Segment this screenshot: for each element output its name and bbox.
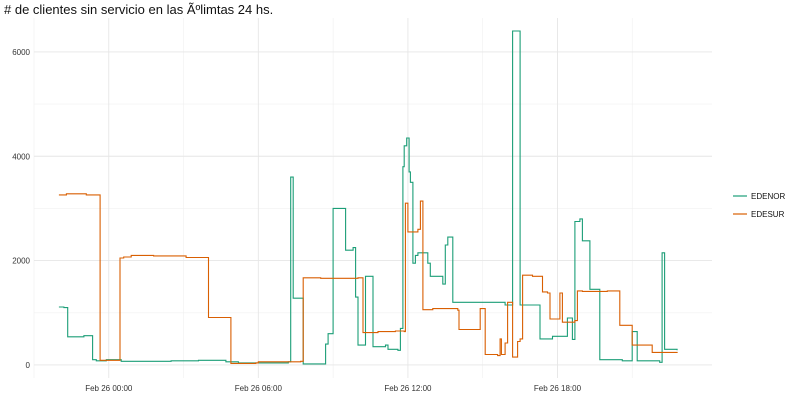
x-tick-label: Feb 26 12:00 — [384, 384, 432, 393]
legend: EDENOR EDESUR — [733, 192, 785, 219]
y-tick-label: 2000 — [12, 257, 30, 266]
x-tick-label: Feb 26 00:00 — [85, 384, 133, 393]
y-tick-label: 4000 — [12, 152, 30, 161]
y-axis-ticks: 0 2000 4000 6000 — [12, 48, 30, 370]
legend-label-edesur: EDESUR — [751, 210, 785, 219]
legend-label-edenor: EDENOR — [751, 192, 785, 201]
series-line-edenor — [58, 30, 678, 365]
series-layer — [58, 30, 678, 365]
y-tick-label: 6000 — [12, 48, 30, 57]
y-tick-label: 0 — [26, 361, 31, 370]
grid-major — [34, 18, 712, 378]
x-tick-label: Feb 26 06:00 — [235, 384, 283, 393]
x-axis-ticks: Feb 26 00:00 Feb 26 06:00 Feb 26 12:00 Feb … — [85, 384, 581, 393]
series-line-edesur — [58, 193, 678, 364]
x-tick-label: Feb 26 18:00 — [534, 384, 582, 393]
chart-title: # de clientes sin servicio en las Ãºlimt… — [4, 2, 274, 17]
